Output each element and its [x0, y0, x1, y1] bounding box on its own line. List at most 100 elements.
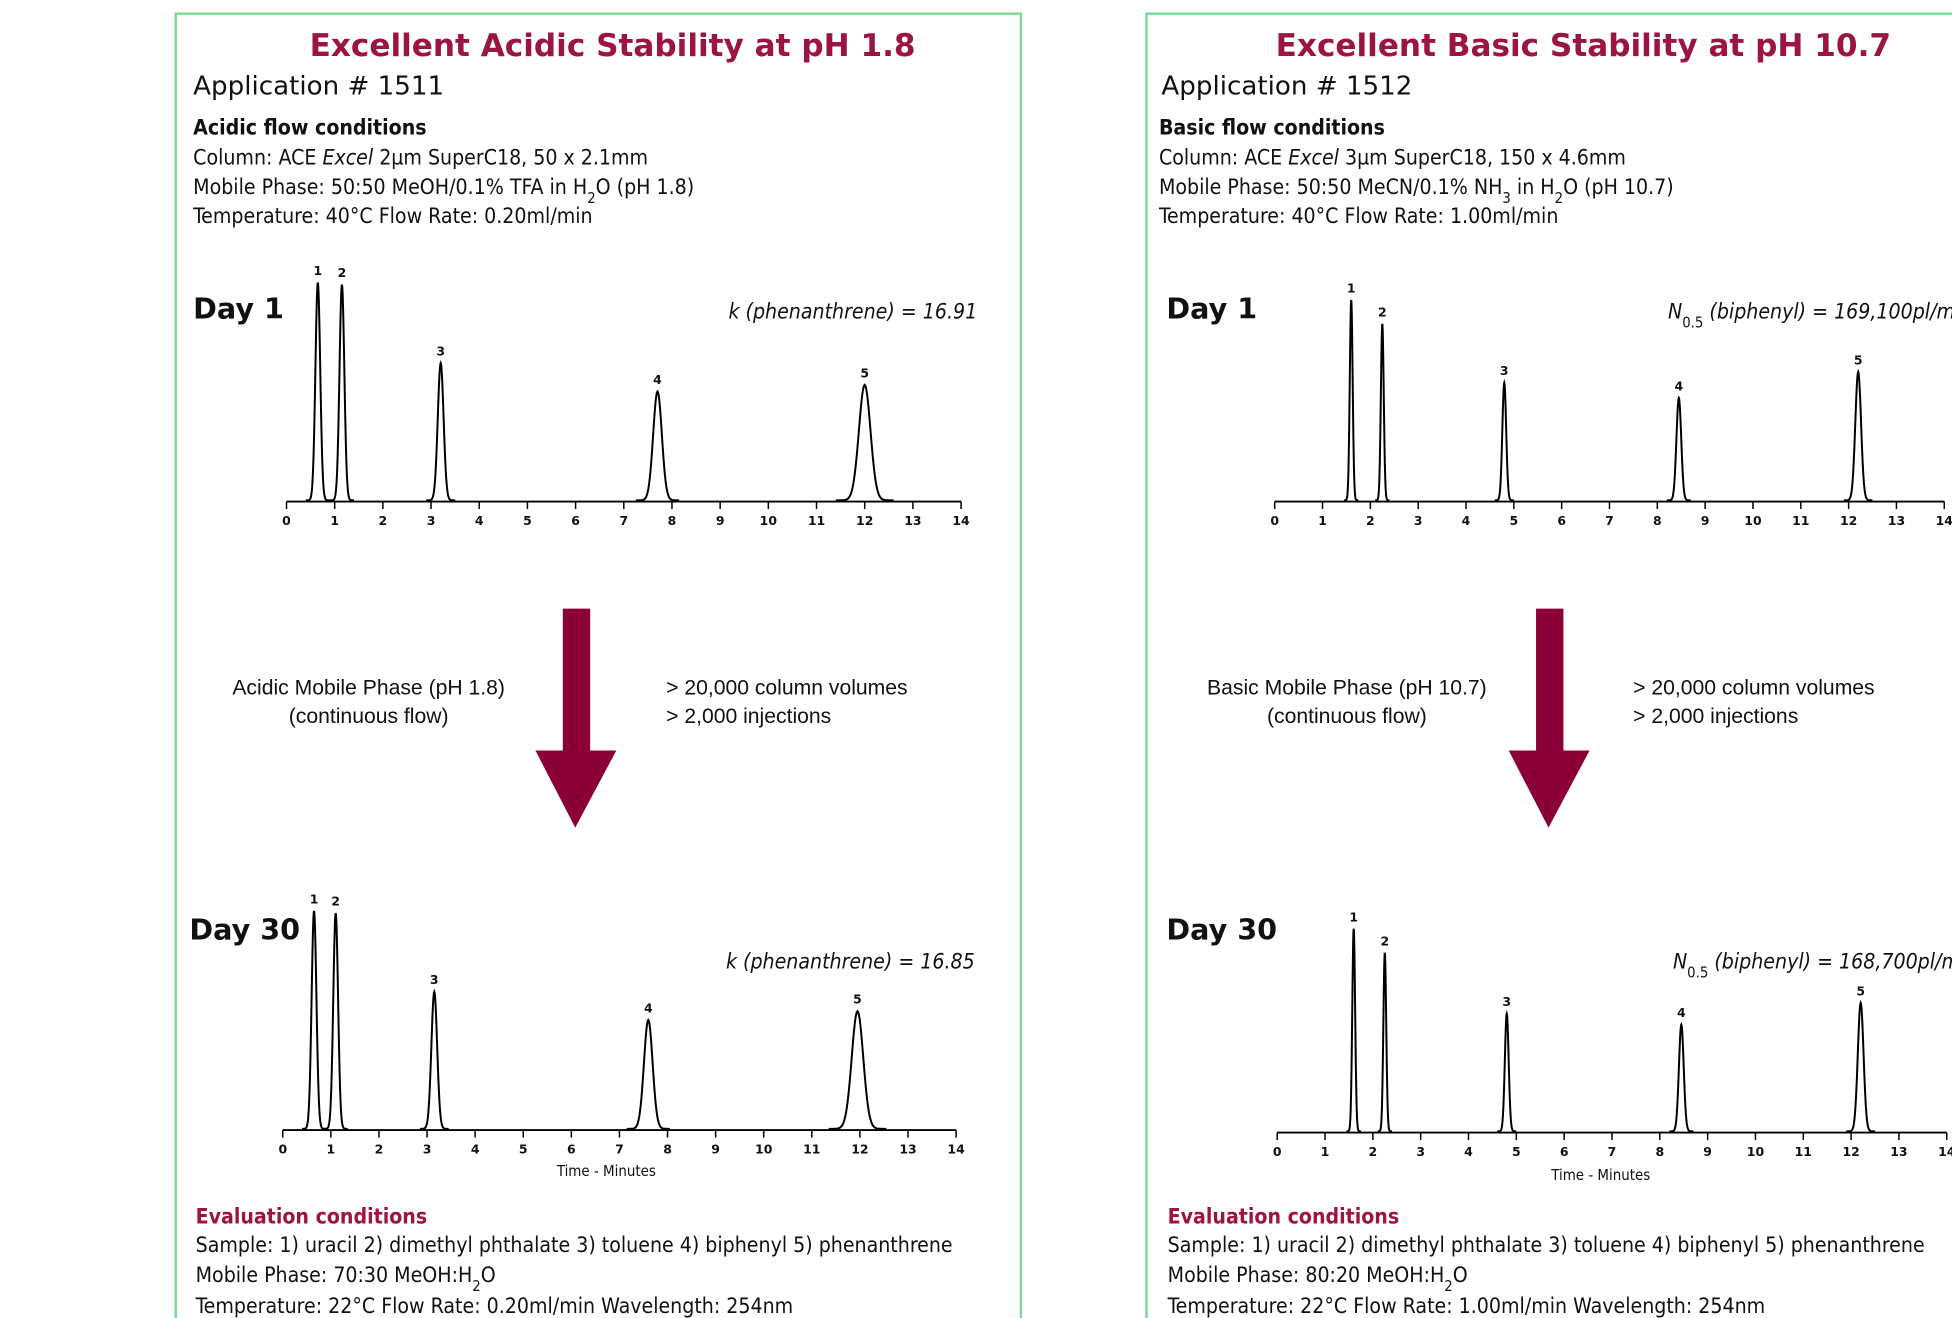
x-tick-label: 7: [619, 513, 628, 528]
day-label: Day 30: [189, 913, 300, 947]
x-tick-label: 6: [571, 513, 580, 528]
temperature: Temperature: 40°C Flow Rate: 0.20ml/min: [192, 203, 592, 228]
text-run: 2: [472, 1277, 480, 1294]
text-run: N: [1668, 299, 1682, 324]
application: Application # 1511: [193, 72, 444, 102]
transition-right: > 2,000 injections: [1633, 705, 1798, 728]
peak-label: 2: [1380, 933, 1389, 948]
x-tick-label: 9: [711, 1142, 720, 1157]
x-tick-label: 2: [1369, 1144, 1378, 1159]
peak-label: 4: [1675, 378, 1684, 393]
x-tick-label: 8: [1655, 1144, 1664, 1159]
x-tick-label: 0: [1270, 513, 1279, 528]
peak: [1846, 999, 1876, 1133]
arrow: [535, 608, 617, 828]
column: Column: ACE Excel 2µm SuperC18, 50 x 2.1…: [193, 144, 648, 169]
text-run: k (phenanthrene) = 16.85: [726, 948, 975, 973]
peak: [1669, 1021, 1694, 1133]
peak-label: 3: [1500, 363, 1509, 378]
sample: Sample: 1) uracil 2) dimethyl phthalate …: [196, 1232, 953, 1257]
x-tick-label: 13: [1888, 513, 1905, 528]
peak: [1494, 378, 1514, 502]
peak-label: 5: [1854, 352, 1863, 367]
text-run: Mobile Phase: 70:30 MeOH:H: [196, 1262, 473, 1287]
x-tick-label: 8: [663, 1142, 672, 1157]
transition-left: Acidic Mobile Phase (pH 1.8): [232, 676, 505, 699]
text-run: N: [1673, 948, 1687, 973]
x-tick-label: 11: [803, 1142, 820, 1157]
peak: [1346, 928, 1361, 1133]
x-tick-label: 9: [1703, 1144, 1712, 1159]
arrow: [1508, 608, 1590, 828]
flow-heading: Acidic flow conditions: [193, 114, 426, 139]
text-run: Column: ACE: [193, 144, 322, 169]
temperature: Temperature: 40°C Flow Rate: 1.00ml/min: [1158, 203, 1558, 228]
peak-label: 1: [1349, 909, 1358, 924]
text-run: O (pH 1.8): [596, 174, 695, 199]
x-tick-label: 6: [1560, 1144, 1569, 1159]
x-tick-label: 11: [1795, 1144, 1812, 1159]
text-run: 3: [1502, 190, 1510, 207]
peak: [323, 913, 348, 1130]
x-tick-label: 10: [1747, 1144, 1765, 1159]
x-tick-label: 13: [899, 1142, 916, 1157]
x-tick-label: 3: [1414, 513, 1423, 528]
x-tick-label: 3: [423, 1142, 432, 1157]
sample: Sample: 1) uracil 2) dimethyl phthalate …: [1168, 1232, 1925, 1257]
peak-label: 2: [331, 894, 340, 909]
peak: [302, 910, 327, 1130]
x-tick-label: 7: [1608, 1144, 1617, 1159]
annotation: k (phenanthrene) = 16.91: [728, 299, 977, 324]
x-tick-label: 12: [1840, 513, 1857, 528]
peak: [828, 1009, 887, 1130]
peak-label: 5: [860, 365, 869, 380]
peak: [1497, 1009, 1517, 1133]
x-tick-label: 1: [1318, 513, 1327, 528]
day-label: Day 30: [1166, 913, 1277, 947]
transition-right: > 2,000 injections: [666, 705, 831, 728]
x-tick-label: 3: [427, 513, 436, 528]
peak-label: 1: [1347, 280, 1356, 295]
annotation: k (phenanthrene) = 16.85: [726, 948, 975, 973]
text-run: 2: [1555, 190, 1563, 207]
text-run: 3µm SuperC18, 150 x 4.6mm: [1339, 144, 1626, 169]
x-tick-label: 10: [755, 1142, 773, 1157]
text-run: Mobile Phase: 50:50 MeOH/0.1% TFA in H: [193, 174, 587, 199]
text-run: 2: [587, 190, 595, 207]
text-run: Excel: [1288, 144, 1339, 169]
x-tick-label: 14: [1938, 1144, 1952, 1159]
x-tick-label: 5: [519, 1142, 528, 1157]
x-tick-label: 1: [330, 513, 339, 528]
peak-label: 5: [853, 992, 862, 1007]
mobile-phase: Mobile Phase: 50:50 MeCN/0.1% NH3 in H2O…: [1159, 174, 1674, 206]
text-run: Excel: [322, 144, 373, 169]
peak: [626, 1018, 670, 1130]
mobile-phase: Mobile Phase: 70:30 MeOH:H2O: [196, 1262, 496, 1294]
x-tick-label: 14: [952, 513, 970, 528]
x-tick-label: 1: [327, 1142, 336, 1157]
peak: [835, 383, 894, 502]
x-tick-label: 12: [1842, 1144, 1859, 1159]
x-tick-label: 11: [808, 513, 825, 528]
peak: [1344, 299, 1359, 502]
text-run: O: [481, 1262, 496, 1287]
x-tick-label: 2: [375, 1142, 384, 1157]
text-run: (biphenyl) = 168,700pl/m: [1708, 948, 1952, 973]
peak-label: 2: [338, 265, 347, 280]
peak-label: 3: [436, 344, 445, 359]
transition-left: Basic Mobile Phase (pH 10.7): [1207, 676, 1487, 699]
x-tick-label: 0: [1273, 1144, 1282, 1159]
mobile-phase: Mobile Phase: 50:50 MeOH/0.1% TFA in H2O…: [193, 174, 694, 206]
application: Application # 1512: [1161, 72, 1412, 102]
peak: [329, 284, 354, 502]
panel-title: Excellent Basic Stability at pH 10.7: [1276, 28, 1891, 64]
x-tick-label: 3: [1416, 1144, 1425, 1159]
text-run: (biphenyl) = 169,100pl/m: [1703, 299, 1952, 324]
x-tick-label: 12: [851, 1142, 868, 1157]
x-tick-label: 14: [1936, 513, 1952, 528]
day-label: Day 1: [1166, 292, 1257, 326]
x-tick-label: 1: [1321, 1144, 1330, 1159]
peak-label: 4: [644, 1000, 653, 1015]
